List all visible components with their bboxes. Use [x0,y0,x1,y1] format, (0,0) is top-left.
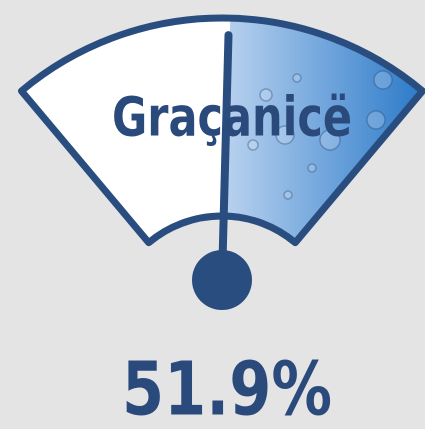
gauge-fill [225,18,423,243]
bubble [275,125,295,145]
gauge-title: Graçanicë [112,86,352,149]
gauge-needle [218,31,233,284]
bubble [373,70,393,90]
bubble [259,88,273,102]
bubble [307,163,317,173]
bubble [283,190,293,200]
bubble [292,73,302,83]
gauge [17,14,425,310]
bubble [366,110,386,130]
gauge-outline [17,14,425,247]
needle-pivot [192,250,252,310]
value-label: 51.9% [122,347,332,429]
bubble [319,129,341,151]
bubble [247,139,259,151]
